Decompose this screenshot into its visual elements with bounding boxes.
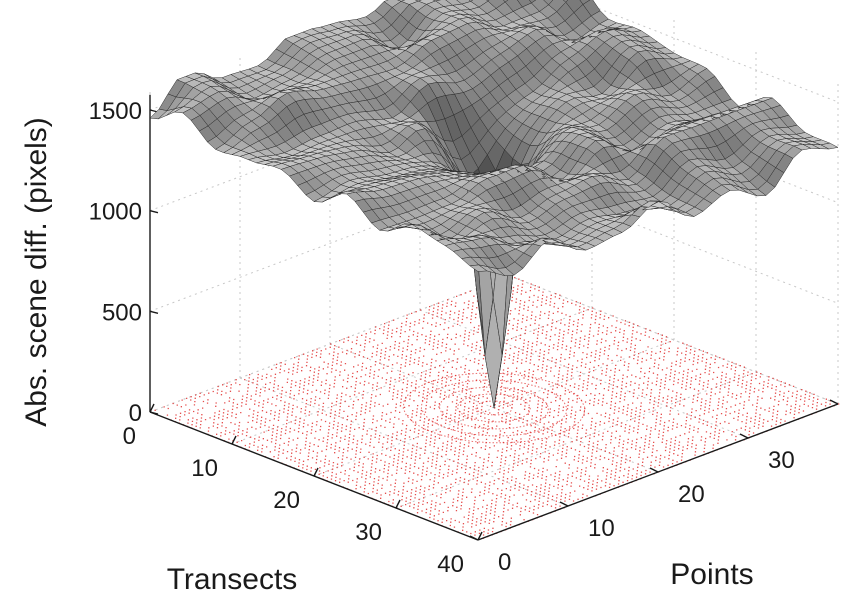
surface-facet — [486, 0, 490, 2]
y-tick-mark — [469, 535, 479, 541]
y-tick-label: 0 — [498, 549, 511, 576]
y-tick-label: 10 — [588, 515, 615, 542]
surface-facet — [503, 0, 509, 3]
x-tick-mark — [231, 435, 237, 445]
grid-line — [149, 0, 839, 111]
x-tick-mark — [477, 531, 483, 541]
contour-ring — [420, 379, 568, 437]
z-tick-label: 500 — [102, 299, 142, 326]
axes — [149, 94, 839, 541]
surface-facet — [543, 0, 554, 6]
x-tick-mark — [149, 403, 155, 413]
z-tick-mark — [149, 411, 159, 415]
x-axis-title: Transects — [167, 563, 298, 596]
x-tick-label: 20 — [273, 487, 300, 514]
surface-facet — [579, 0, 591, 5]
contour-ring — [457, 393, 531, 423]
y-tick-mark — [649, 467, 659, 473]
grid-line — [231, 307, 593, 445]
surface-mesh — [149, 0, 839, 409]
y-axis-title: Points — [670, 558, 753, 591]
x-tick-label: 30 — [355, 519, 382, 546]
contour-dots — [154, 276, 840, 540]
y-tick-mark — [829, 399, 839, 405]
y-tick-mark — [739, 433, 749, 439]
z-tick-label: 0 — [129, 400, 142, 427]
z-axis-title: Abs. scene diff. (pixels) — [20, 117, 53, 427]
x-tick-label: 0 — [123, 423, 136, 450]
surface-facet — [820, 142, 839, 150]
z-tick-label: 1500 — [89, 98, 142, 125]
x-tick-label: 10 — [191, 455, 218, 482]
tick-labels: 050010001500010203040010203040 — [89, 98, 795, 578]
z-tick-mark — [149, 209, 159, 214]
contour-ring — [402, 372, 586, 444]
x-tick-label: 40 — [437, 551, 464, 578]
surface-facet — [529, 0, 537, 4]
surface-facet — [397, 0, 406, 2]
z-tick-mark — [149, 310, 159, 315]
contour-floor — [154, 276, 840, 540]
y-tick-label: 30 — [768, 447, 795, 474]
z-tick-label: 1000 — [89, 199, 142, 226]
y-tick-label: 20 — [678, 481, 705, 508]
x-tick-mark — [313, 467, 319, 477]
y-tick-mark — [559, 501, 569, 507]
contour-ring — [439, 386, 549, 430]
x-tick-mark — [395, 499, 401, 509]
surface-facet — [562, 0, 569, 3]
